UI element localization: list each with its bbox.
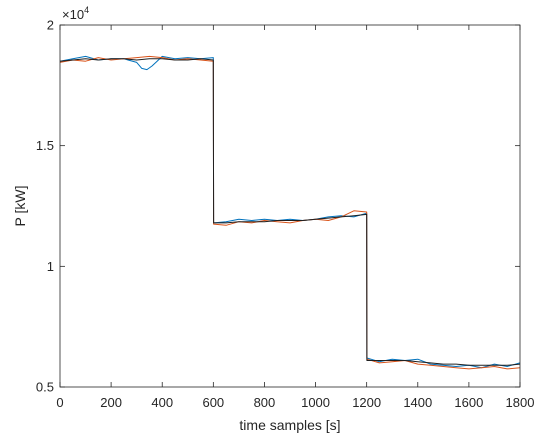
x-tick-label-8: 1600: [454, 395, 483, 410]
x-axis-label: time samples [s]: [239, 417, 340, 433]
series-layer: [59, 55, 521, 370]
series-line-2: [59, 55, 521, 370]
x-tick-label-5: 1000: [301, 395, 330, 410]
y-tick-label-2: 1.5: [36, 138, 54, 153]
x-tick-label-2: 400: [151, 395, 173, 410]
y-exponent-base: ×10: [62, 7, 84, 22]
y-tick-label-0: 0.5: [36, 380, 54, 395]
x-tick-label-9: 1800: [506, 395, 535, 410]
x-tick-label-1: 200: [100, 395, 122, 410]
y-exponent-label: ×104: [62, 5, 89, 22]
series-line-3: [59, 58, 521, 366]
x-tick-label-6: 1200: [352, 395, 381, 410]
series-line-1: [59, 55, 521, 369]
y-tick-label-3: 2: [47, 18, 54, 33]
y-axis-label: P [kW]: [12, 186, 28, 227]
x-tick-label-3: 600: [202, 395, 224, 410]
plot-area: [60, 25, 520, 387]
tick-layer: 0 200 400 600 800 1000 1200 1400 1600 1800 0.5 1 1.5…: [36, 18, 535, 411]
x-tick-label-7: 1400: [403, 395, 432, 410]
x-tick-label-4: 800: [254, 395, 276, 410]
y-tick-label-1: 1: [47, 259, 54, 274]
y-exponent-power: 4: [84, 5, 89, 15]
x-tick-label-0: 0: [56, 395, 63, 410]
axes-box: [59, 24, 521, 388]
